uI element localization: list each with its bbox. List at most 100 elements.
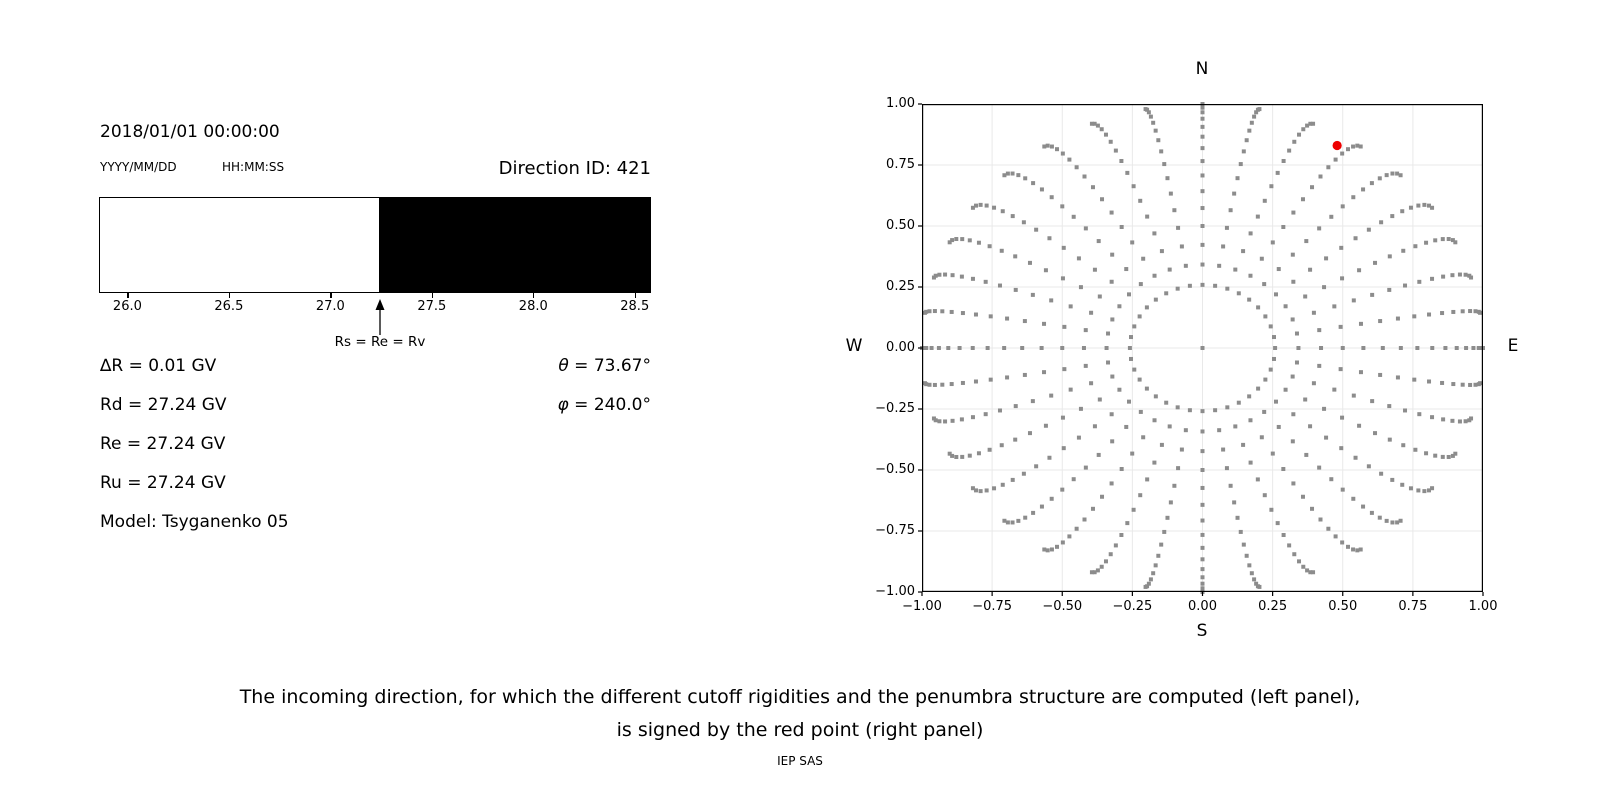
direction-dot xyxy=(1200,224,1205,228)
direction-dot xyxy=(1055,544,1060,549)
direction-dot xyxy=(1113,148,1118,153)
direction-dot xyxy=(1340,415,1345,420)
direction-dot xyxy=(1249,120,1254,125)
direction-dot xyxy=(1440,237,1445,242)
x-tick-label: −0.50 xyxy=(1042,599,1083,614)
direction-dot xyxy=(1127,346,1132,350)
penumbra-tick-mark xyxy=(330,293,332,298)
direction-dot xyxy=(1141,435,1146,440)
direction-dot xyxy=(1291,412,1296,417)
direction-dot xyxy=(1228,483,1233,488)
direction-dot xyxy=(1275,170,1280,175)
direction-dot xyxy=(1454,346,1459,350)
direction-dot xyxy=(1300,197,1305,202)
direction-dot xyxy=(1370,399,1375,404)
direction-dot xyxy=(1200,502,1205,507)
direction-dot xyxy=(1023,515,1028,520)
direction-dot xyxy=(1175,405,1180,410)
direction-dot xyxy=(1042,144,1047,149)
direction-dot xyxy=(1241,149,1246,154)
direction-dot xyxy=(1269,184,1274,189)
direction-dot xyxy=(1469,275,1474,280)
direction-dot xyxy=(960,454,965,459)
direction-dot xyxy=(1156,138,1161,143)
direction-dot xyxy=(947,451,952,456)
direction-dot xyxy=(1013,254,1018,259)
direction-dot xyxy=(1013,404,1018,409)
direction-dot xyxy=(997,408,1002,413)
direction-dot xyxy=(1089,121,1094,126)
direction-dot xyxy=(1221,447,1226,452)
direction-dot xyxy=(1027,260,1032,265)
direction-dot xyxy=(1045,548,1050,553)
direction-dot xyxy=(1020,346,1025,350)
direction-dot xyxy=(1338,367,1343,372)
compass-label-east: E xyxy=(1507,336,1519,356)
direction-dot xyxy=(1469,416,1474,421)
direction-dot xyxy=(1096,239,1101,244)
direction-dot xyxy=(1390,214,1395,219)
direction-dot xyxy=(1301,127,1306,132)
direction-dot xyxy=(987,244,992,249)
direction-dot xyxy=(1430,415,1435,420)
direction-dot xyxy=(1268,324,1273,329)
direction-dot xyxy=(1113,543,1118,548)
direction-dot xyxy=(1390,171,1395,176)
direction-dot xyxy=(1303,397,1308,402)
direction-dot xyxy=(1478,310,1483,315)
direction-dot xyxy=(1179,447,1184,452)
direction-dot xyxy=(1430,346,1435,350)
direction-dot xyxy=(1130,451,1135,456)
direction-dot xyxy=(1000,482,1005,487)
direction-dot xyxy=(943,419,948,424)
direction-dot xyxy=(960,311,965,316)
direction-dot xyxy=(1060,346,1065,350)
direction-dot xyxy=(1016,173,1021,178)
direction-dot xyxy=(1200,282,1205,287)
direction-dot xyxy=(1290,252,1295,257)
direction-id-label: Direction ID: 421 xyxy=(498,158,651,179)
direction-dot xyxy=(1291,279,1296,284)
direction-dot xyxy=(1370,292,1375,297)
y-tick-label: 1.00 xyxy=(886,96,915,111)
direction-dot xyxy=(1357,268,1362,273)
direction-dot xyxy=(927,382,932,387)
direction-dot xyxy=(1317,363,1322,368)
direction-dot xyxy=(1379,471,1384,476)
direction-dot xyxy=(1125,521,1130,526)
direction-dot xyxy=(1151,120,1156,125)
direction-dot xyxy=(1083,363,1088,368)
direction-dot xyxy=(970,486,975,491)
direction-dot xyxy=(1165,515,1170,520)
direction-dot xyxy=(1039,504,1044,509)
direction-dot xyxy=(1333,157,1338,162)
direction-dot xyxy=(1387,437,1392,442)
compass-label-west: W xyxy=(845,336,863,356)
direction-dot xyxy=(1152,273,1157,278)
direction-dot xyxy=(1384,518,1389,523)
direction-dot xyxy=(1355,143,1360,148)
direction-dot xyxy=(1446,237,1451,242)
direction-dot xyxy=(1005,316,1010,321)
direction-dot xyxy=(1200,146,1205,151)
direction-dot xyxy=(1236,400,1241,405)
direction-dot xyxy=(1062,324,1067,329)
direction-dot xyxy=(1247,128,1252,133)
direction-dot xyxy=(1415,346,1420,350)
direction-dot xyxy=(973,312,978,317)
direction-dot xyxy=(1200,449,1205,454)
direction-dot xyxy=(1290,439,1295,444)
direction-dot xyxy=(976,240,981,245)
red-direction-point xyxy=(1332,140,1342,151)
direction-dot xyxy=(1060,151,1065,156)
direction-dot xyxy=(1005,375,1010,380)
direction-dot xyxy=(970,276,975,281)
direction-dot xyxy=(1176,225,1181,230)
direction-dot xyxy=(1013,437,1018,442)
direction-dot xyxy=(999,443,1004,448)
axes-spines xyxy=(922,104,1483,592)
direction-dot xyxy=(1132,324,1137,329)
direction-dot xyxy=(949,382,954,387)
direction-dot xyxy=(1241,442,1246,447)
direction-dot xyxy=(1129,356,1134,361)
